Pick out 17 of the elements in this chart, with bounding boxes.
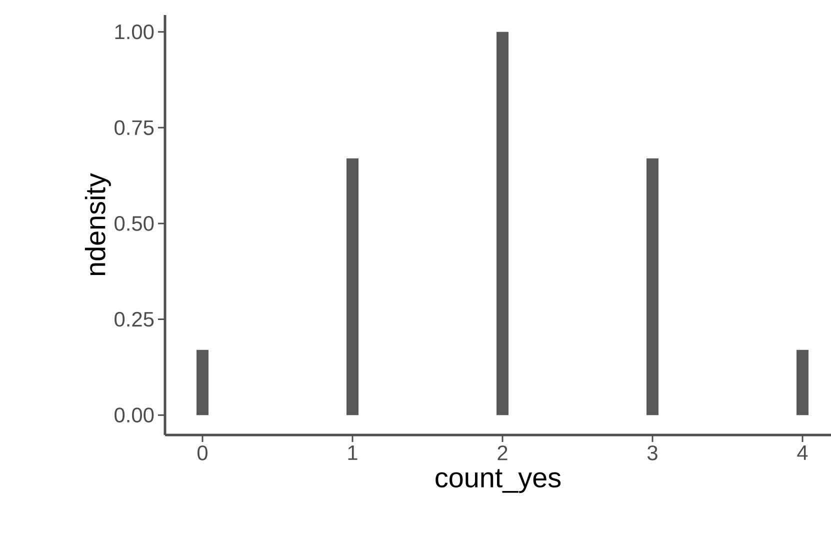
bar <box>496 32 509 416</box>
x-tick-label: 3 <box>647 446 658 460</box>
bar <box>646 158 659 416</box>
x-axis-title: count_yes <box>436 469 561 493</box>
y-tick-label: 0.25 <box>114 312 154 327</box>
x-tick-label: 4 <box>797 446 808 460</box>
y-tick-label: 0.50 <box>114 216 154 231</box>
x-tick-label: 0 <box>197 446 208 460</box>
bar <box>796 350 809 416</box>
y-tick-label: 1.00 <box>115 24 154 40</box>
bar <box>346 158 359 416</box>
x-tick-label: 1 <box>348 446 358 460</box>
x-tick-label: 2 <box>498 446 508 460</box>
bar <box>196 350 208 416</box>
y-tick-label: 0.75 <box>114 120 154 136</box>
y-tick-label: 0.00 <box>114 408 154 422</box>
y-axis-title: ndensity <box>84 173 111 276</box>
